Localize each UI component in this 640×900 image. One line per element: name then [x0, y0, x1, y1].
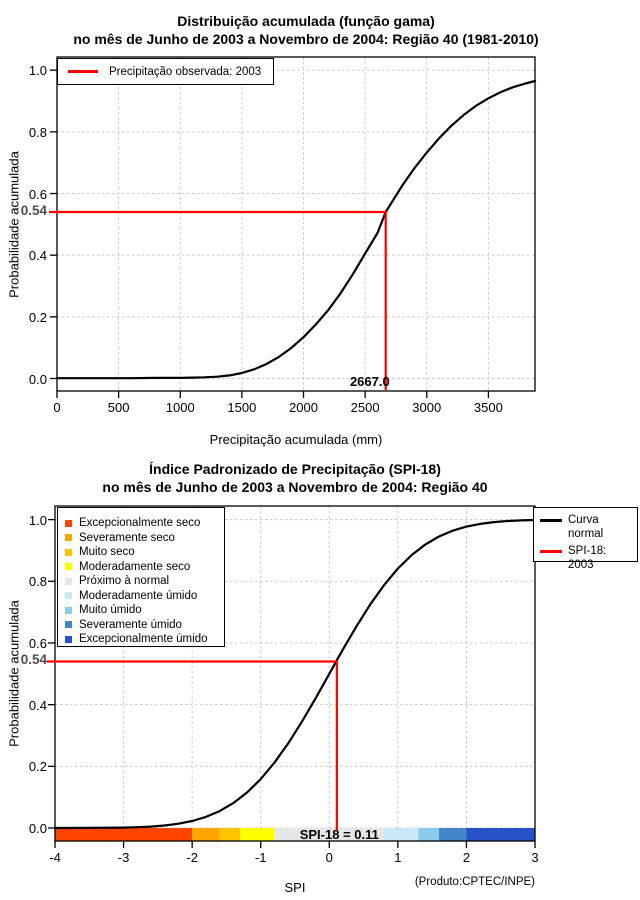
category-color-swatch	[65, 534, 72, 542]
category-color-swatch	[65, 635, 72, 643]
spi-category-item: Severamente seco	[65, 531, 224, 546]
category-label: Moderadamente seco	[79, 560, 191, 573]
legend-line-sample	[540, 519, 562, 522]
x-tick-label: 500	[107, 400, 130, 415]
x-tick-label: 3500	[473, 400, 503, 415]
spi-distribution-chart: Índice Padronizado de Precipitação (SPI-…	[0, 450, 640, 900]
y-tick-label: 1.0	[28, 63, 47, 79]
y-tick-label: 0.8	[28, 574, 47, 590]
x-tick-label: 0	[325, 850, 333, 865]
y-tick-label: 0.8	[28, 124, 47, 140]
colorbar-segment	[466, 828, 536, 841]
x-tick-label: 1500	[227, 400, 257, 415]
category-color-swatch	[65, 606, 72, 614]
spi-category-item: Muito seco	[65, 545, 224, 560]
legend-line-sample	[68, 70, 98, 73]
spi-category-item: Moderadamente seco	[65, 560, 224, 575]
y-tick-label: 0.4	[28, 697, 47, 713]
y-tick-label: 0.2	[28, 759, 47, 775]
chart1-title: Distribuição acumulada (função gama)	[177, 13, 435, 29]
chart2-title: Índice Padronizado de Precipitação (SPI-…	[149, 461, 441, 477]
legend-line-sample	[540, 550, 562, 553]
category-color-swatch	[65, 563, 72, 571]
x-tick-label: 2500	[350, 400, 380, 415]
chart1-subtitle: no mês de Junho de 2003 a Novembro de 20…	[73, 31, 539, 47]
spi-category-item: Excepcionalmente seco	[65, 516, 224, 531]
product-credit: (Produto:CPTEC/INPE)	[414, 876, 535, 888]
gamma-cdf-plot	[49, 56, 537, 398]
y-tick-label: 1.0	[28, 512, 47, 528]
colorbar-segment	[219, 828, 241, 841]
y-tick-label: 0.6	[28, 635, 47, 651]
category-label: Muito seco	[79, 546, 135, 559]
chart2-x-axis-label: SPI	[284, 880, 306, 895]
y-tick-label: 0.0	[28, 821, 47, 836]
y-tick-label: 0.6	[28, 186, 47, 202]
spi-value-annotation: SPI-18 = 0.11	[299, 827, 379, 842]
spi-category-item: Severamente úmido	[65, 618, 224, 633]
highlight-x-value-label: 2667.0	[349, 374, 390, 389]
legend-item-label: SPI-18: 2003	[568, 545, 607, 571]
category-label: Severamente úmido	[79, 618, 182, 631]
spi-category-item: Moderadamente úmido	[65, 589, 224, 604]
cdf-curve	[55, 79, 537, 380]
observed-crosshair-line	[47, 660, 338, 830]
chart1-y-axis-label: Probabilidade acumulada	[6, 151, 22, 298]
category-label: Excepcionalmente úmido	[79, 633, 208, 646]
chart2-y-axis-label: Probabilidade acumulada	[6, 600, 22, 747]
x-tick-label: 0	[53, 400, 61, 415]
x-tick-label: 1000	[165, 400, 195, 415]
category-label: Próximo à normal	[79, 575, 170, 588]
x-tick-label: -4	[49, 850, 61, 865]
category-color-swatch	[65, 621, 72, 629]
plot-border	[56, 56, 536, 392]
x-tick-label: 3	[531, 850, 539, 865]
colorbar-segment	[439, 828, 467, 841]
y-tick-label: 0.0	[28, 371, 47, 387]
colorbar-segment	[274, 828, 385, 841]
x-tick-label: 1	[394, 850, 402, 865]
category-color-swatch	[65, 577, 72, 585]
x-tick-label: 2000	[289, 400, 318, 415]
spi-categories-legend: Excepcionalmente seco Severamente seco Mui…	[57, 507, 225, 647]
y-tick-label: 0.2	[28, 309, 47, 325]
category-color-swatch	[65, 548, 72, 556]
plot-border	[54, 505, 536, 842]
category-color-swatch	[65, 592, 72, 600]
x-tick-label: 2	[462, 850, 471, 865]
highlight-y-tick-label: 0.54	[20, 652, 47, 668]
category-label: Muito úmido	[79, 604, 142, 617]
colorbar-segment	[384, 828, 419, 841]
chart1-x-axis-label: Precipitação acumulada (mm)	[209, 432, 383, 447]
spi-category-item: Excepcionalmente úmido	[65, 632, 224, 647]
x-tick-label: -2	[186, 850, 198, 865]
chart2-subtitle: no mês de Junho de 2003 a Novembro de 20…	[102, 479, 488, 495]
colorbar-segment	[192, 828, 220, 841]
x-tick-label: -3	[117, 850, 130, 865]
legend-item: Curva normal	[540, 513, 637, 541]
category-label: Excepcionalmente seco	[79, 517, 201, 530]
x-tick-label: -1	[254, 850, 267, 865]
x-tick-label: 3000	[412, 400, 442, 415]
chart1-legend: Precipitação observada: 2003	[57, 58, 274, 85]
spi-category-item: Próximo à normal	[65, 574, 224, 589]
legend-item: SPI-18: 2003	[540, 544, 637, 572]
legend-item-label: Precipitação observada: 2003	[109, 65, 262, 78]
observed-crosshair-line	[49, 210, 387, 390]
spi-category-item: Muito úmido	[65, 603, 224, 618]
colorbar-segment	[55, 828, 193, 841]
y-tick-label: 0.4	[28, 248, 47, 264]
spi-cdf-plot	[47, 505, 537, 848]
highlight-y-tick-label: 0.54	[20, 203, 47, 219]
gamma-distribution-chart: Distribuição acumulada (função gama) no …	[6, 13, 539, 447]
colorbar-segment	[418, 828, 440, 841]
category-label: Severamente seco	[79, 531, 175, 544]
category-label: Moderadamente úmido	[79, 589, 198, 602]
legend-item-label: Curva normal	[568, 514, 604, 540]
colorbar-segment	[240, 828, 275, 841]
category-color-swatch	[65, 519, 72, 527]
cdf-curve	[53, 518, 537, 830]
chart2-curve-legend: Curva normal SPI-18: 2003	[533, 507, 638, 571]
